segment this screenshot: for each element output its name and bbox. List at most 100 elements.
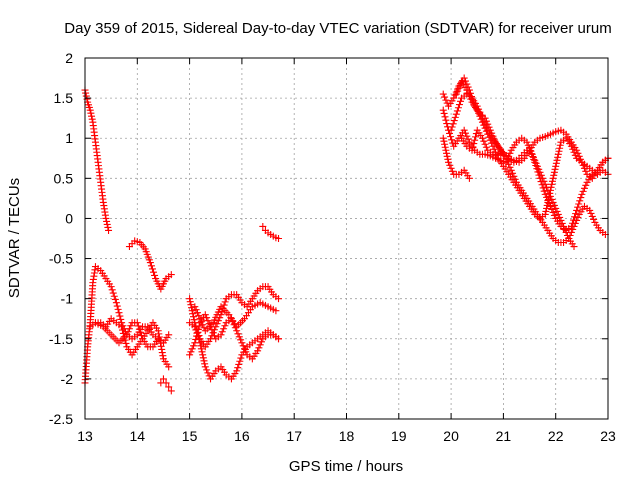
data-point-marker	[461, 129, 469, 137]
data-point-marker	[539, 184, 547, 192]
data-point-marker	[256, 341, 264, 349]
data-point-marker	[239, 342, 247, 350]
data-point-marker	[469, 143, 477, 151]
series-early-drop	[81, 86, 113, 234]
data-point-marker	[234, 364, 242, 372]
data-point-marker	[549, 174, 557, 182]
data-point-marker	[111, 295, 119, 303]
data-point-marker	[136, 328, 144, 336]
data-point-marker	[551, 165, 559, 173]
data-point-marker	[482, 143, 490, 151]
data-point-marker	[146, 259, 154, 267]
data-point-marker	[88, 112, 96, 120]
data-point-marker	[201, 363, 209, 371]
data-point-marker	[460, 74, 468, 82]
data-point-marker	[235, 333, 243, 341]
data-point-marker	[193, 329, 201, 337]
data-point-marker	[134, 322, 142, 330]
data-point-marker	[86, 106, 94, 114]
data-point-marker	[122, 339, 130, 347]
data-point-marker	[582, 167, 590, 175]
data-point-marker	[570, 243, 578, 251]
data-point-marker	[480, 117, 488, 125]
y-tick-label: 2	[65, 50, 73, 66]
series-arc-C	[91, 319, 162, 351]
data-point-marker	[569, 216, 577, 224]
data-point-marker	[221, 298, 229, 306]
data-point-marker	[440, 109, 448, 117]
data-point-marker	[127, 322, 135, 330]
data-point-marker	[186, 351, 194, 359]
data-point-marker	[530, 155, 538, 163]
data-point-marker	[569, 225, 577, 233]
data-point-marker	[124, 328, 132, 336]
data-point-marker	[231, 324, 239, 332]
data-point-marker	[467, 95, 475, 103]
data-point-marker	[442, 96, 450, 104]
data-point-marker	[556, 144, 564, 152]
data-point-marker	[523, 138, 531, 146]
data-point-marker	[579, 187, 587, 195]
data-point-marker	[545, 199, 553, 207]
data-point-marker	[537, 178, 545, 186]
data-point-marker	[550, 171, 558, 179]
data-point-marker	[167, 271, 175, 279]
data-point-marker	[187, 348, 195, 356]
series-arc-B	[86, 315, 173, 371]
data-point-marker	[443, 120, 451, 128]
data-point-marker	[155, 330, 163, 338]
data-point-marker	[195, 322, 203, 330]
data-point-marker	[209, 329, 217, 337]
data-points	[81, 74, 612, 395]
series-arc-H	[186, 311, 283, 363]
data-point-marker	[199, 351, 207, 359]
data-point-marker	[553, 156, 561, 164]
data-point-marker	[574, 149, 582, 157]
data-point-marker	[187, 301, 195, 309]
data-point-marker	[103, 217, 111, 225]
data-point-marker	[548, 205, 556, 213]
data-point-marker	[195, 312, 203, 320]
y-tick-label: 0	[65, 210, 73, 226]
y-tick-label: -2	[61, 371, 74, 387]
data-point-marker	[582, 181, 590, 189]
data-point-marker	[118, 323, 126, 331]
data-point-marker	[275, 335, 283, 343]
data-point-marker	[540, 187, 548, 195]
data-point-marker	[155, 333, 163, 341]
data-point-marker	[258, 338, 266, 346]
data-point-marker	[536, 174, 544, 182]
data-point-marker	[538, 181, 546, 189]
series-arc-G	[186, 319, 283, 383]
data-point-marker	[573, 146, 581, 154]
data-point-marker	[189, 310, 197, 318]
x-axis-label: GPS time / hours	[289, 458, 403, 475]
data-point-marker	[190, 313, 198, 321]
data-point-marker	[554, 153, 562, 161]
x-tick-label: 22	[548, 428, 564, 444]
data-point-marker	[199, 354, 207, 362]
data-point-marker	[193, 332, 201, 340]
data-point-marker	[213, 320, 221, 328]
data-point-marker	[115, 309, 123, 317]
data-point-marker	[455, 101, 463, 109]
data-point-marker	[455, 84, 463, 92]
data-point-marker	[464, 135, 472, 143]
x-tick-label: 18	[339, 428, 355, 444]
data-point-marker	[493, 151, 501, 159]
data-point-marker	[109, 289, 117, 297]
data-point-marker	[116, 312, 124, 320]
data-point-marker	[442, 116, 450, 124]
data-point-marker	[567, 222, 575, 230]
data-point-marker	[470, 140, 478, 148]
data-point-marker	[546, 202, 554, 210]
data-point-marker	[154, 327, 162, 335]
data-point-marker	[103, 220, 111, 228]
data-point-marker	[553, 207, 561, 215]
data-point-marker	[107, 283, 115, 291]
data-point-marker	[475, 105, 483, 113]
data-point-marker	[188, 304, 196, 312]
data-point-marker	[443, 152, 451, 160]
data-point-marker	[542, 207, 550, 215]
